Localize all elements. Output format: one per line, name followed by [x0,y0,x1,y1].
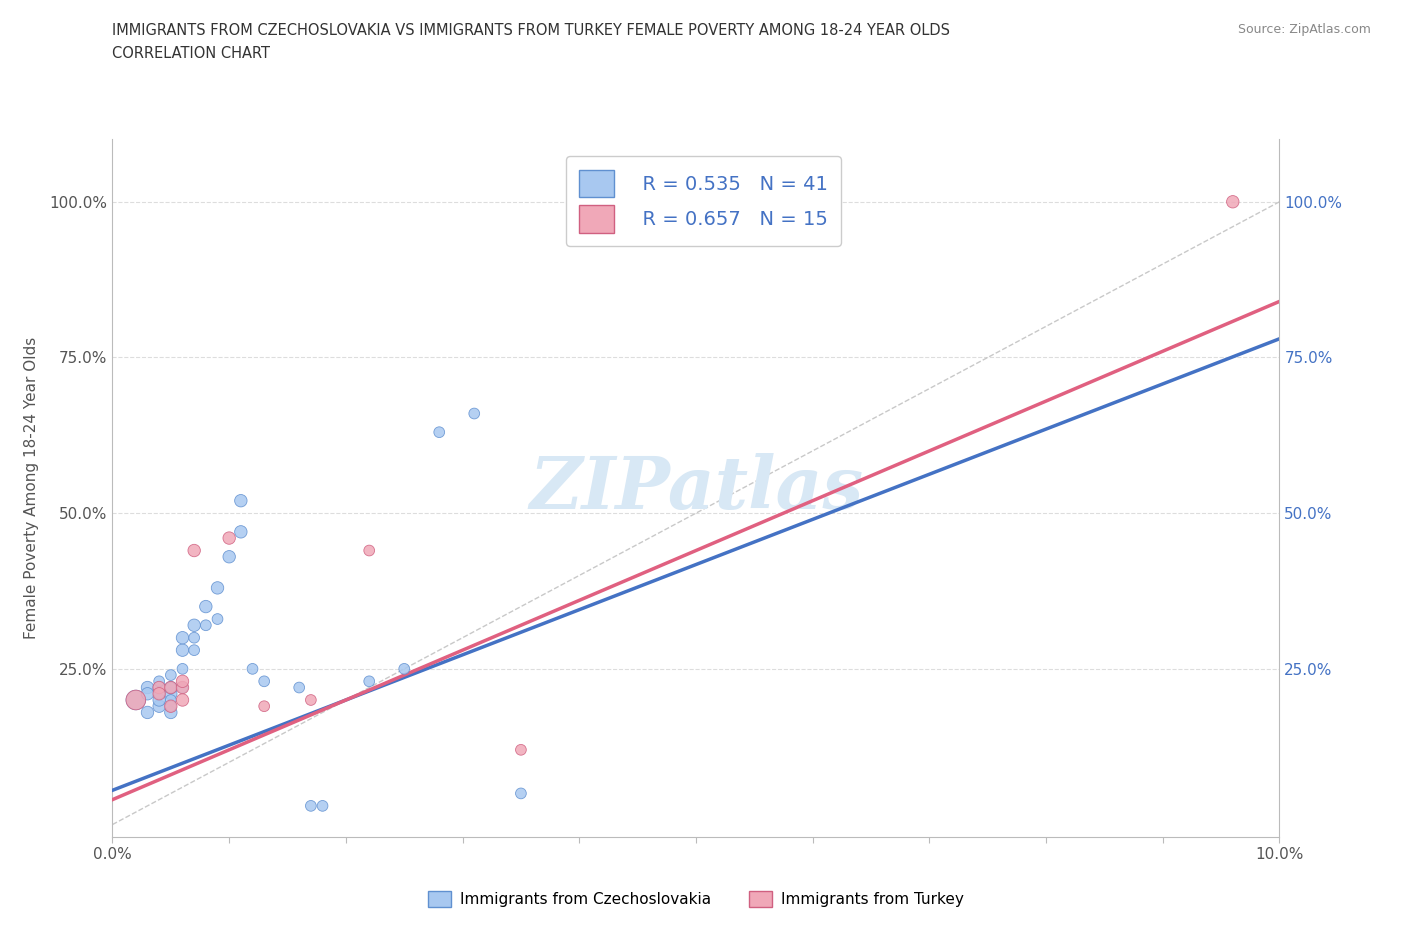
Point [148,680,170,695]
Point [172,674,194,689]
Point [183,631,205,645]
Point [160,680,183,695]
Point [148,674,170,689]
Point [183,643,205,658]
Point [160,668,183,683]
Point [299,799,322,814]
Point [229,525,252,539]
Point [207,612,229,627]
Point [136,680,159,695]
Point [463,406,485,421]
Point [148,698,170,713]
Point [172,693,194,708]
Point [311,799,333,814]
Point [392,661,416,676]
Point [172,631,194,645]
Point [194,618,217,632]
Point [172,680,194,695]
Point [427,425,450,440]
Point [160,705,183,720]
Point [183,543,205,558]
Point [160,698,183,713]
Point [229,493,252,508]
Point [509,742,531,757]
Point [136,705,159,720]
Point [359,674,381,689]
Point [207,580,229,595]
Point [509,786,531,801]
Point [160,680,183,695]
Point [253,698,276,713]
Point [148,693,170,708]
Point [148,686,170,701]
Point [194,599,217,614]
Point [242,661,264,676]
Point [160,686,183,701]
Point [136,686,159,701]
Text: CORRELATION CHART: CORRELATION CHART [112,46,270,61]
Point [160,680,183,695]
Point [172,643,194,658]
Point [253,674,276,689]
Point [183,618,205,632]
Point [218,550,240,565]
Legend: Immigrants from Czechoslovakia, Immigrants from Turkey: Immigrants from Czechoslovakia, Immigran… [422,884,970,913]
Point [160,693,183,708]
Y-axis label: Female Poverty Among 18-24 Year Olds: Female Poverty Among 18-24 Year Olds [24,338,38,640]
Point [359,543,381,558]
Point [125,693,148,708]
Point [603,213,626,228]
Point [172,680,194,695]
Point [299,693,322,708]
Point [148,680,170,695]
Point [125,693,148,708]
Point [172,661,194,676]
Text: Source: ZipAtlas.com: Source: ZipAtlas.com [1237,23,1371,36]
Text: ZIPatlas: ZIPatlas [529,453,863,524]
Point [288,680,311,695]
Point [1222,194,1244,209]
Text: IMMIGRANTS FROM CZECHOSLOVAKIA VS IMMIGRANTS FROM TURKEY FEMALE POVERTY AMONG 18: IMMIGRANTS FROM CZECHOSLOVAKIA VS IMMIGR… [112,23,950,38]
Point [148,686,170,701]
Point [218,531,240,546]
Point [160,698,183,713]
